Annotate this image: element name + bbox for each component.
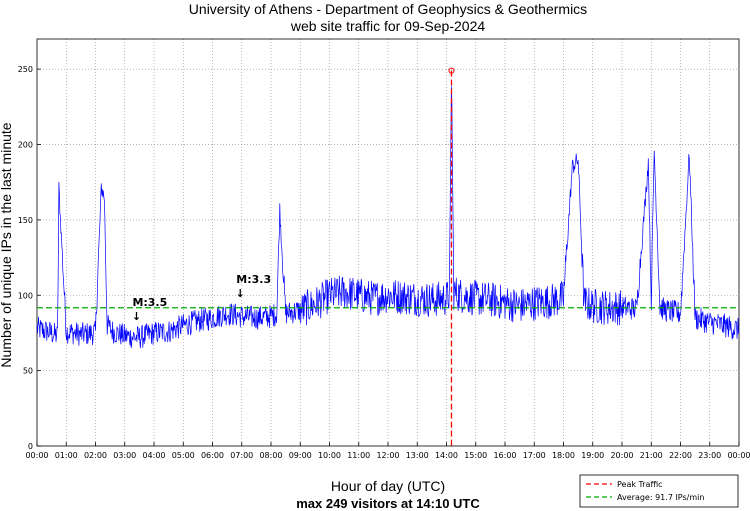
- x-tick-label: 10:00: [318, 451, 341, 460]
- x-tick-label: 00:00: [25, 451, 48, 460]
- x-tick-label: 19:00: [581, 451, 604, 460]
- y-tick-label: 250: [18, 65, 33, 74]
- y-axis-ticks: 0 50 100 150 200 250: [18, 65, 41, 451]
- x-tick-label: 15:00: [464, 451, 487, 460]
- y-tick-label: 150: [18, 216, 33, 225]
- x-tick-label: 04:00: [142, 451, 165, 460]
- series-layer: M:3.5↓M:3.3↓: [36, 67, 740, 446]
- x-tick-label: 08:00: [259, 451, 282, 460]
- x-tick-label: 03:00: [113, 451, 136, 460]
- x-tick-label: 11:00: [347, 451, 370, 460]
- x-tick-label: 13:00: [406, 451, 429, 460]
- x-tick-label: 20:00: [610, 451, 633, 460]
- y-tick-label: 200: [18, 141, 33, 150]
- x-tick-label: 12:00: [376, 451, 399, 460]
- earthquake-annotation-arrow: ↓: [236, 287, 245, 300]
- x-axis-ticks: 00:00 01:00 02:00 03:00 04:00 05:00 06:00 07:00…: [25, 442, 750, 460]
- x-tick-label: 01:00: [55, 451, 78, 460]
- legend-average-label: Average: 91.7 IPs/min: [617, 493, 704, 502]
- legend-box: [579, 474, 739, 508]
- x-tick-label: 16:00: [493, 451, 516, 460]
- legend-peak-label: Peak Traffic: [617, 480, 663, 489]
- x-tick-label: 09:00: [289, 451, 312, 460]
- chart-title-line2: web site traffic for 09-Sep-2024: [290, 18, 486, 34]
- x-tick-label: 17:00: [523, 451, 546, 460]
- earthquake-annotation-label: M:3.3: [236, 273, 271, 286]
- x-tick-label: 06:00: [201, 451, 224, 460]
- x-tick-label: 07:00: [230, 451, 253, 460]
- y-axis-label: Number of unique IPs in the last minute: [0, 122, 14, 367]
- x-tick-label: 02:00: [84, 451, 107, 460]
- y-tick-label: 0: [28, 442, 33, 451]
- chart-grid: [37, 39, 739, 446]
- x-axis-sublabel: max 249 visitors at 14:10 UTC: [296, 496, 480, 511]
- y-tick-label: 50: [23, 367, 33, 376]
- x-tick-label: 14:00: [435, 451, 458, 460]
- x-tick-label: 00:00: [727, 451, 750, 460]
- legend: Peak Traffic Average: 91.7 IPs/min: [579, 474, 739, 508]
- x-tick-label: 05:00: [172, 451, 195, 460]
- earthquake-annotation-label: M:3.5: [132, 296, 167, 309]
- peak-marker: [448, 67, 455, 74]
- x-axis-label: Hour of day (UTC): [331, 478, 445, 494]
- earthquake-annotation-arrow: ↓: [132, 310, 141, 323]
- y-tick-label: 100: [18, 291, 33, 300]
- x-tick-label: 22:00: [669, 451, 692, 460]
- x-tick-label: 21:00: [640, 451, 663, 460]
- x-tick-label: 18:00: [552, 451, 575, 460]
- traffic-line: [36, 86, 740, 349]
- chart-title-line1: University of Athens - Department of Geo…: [189, 1, 587, 17]
- x-tick-label: 23:00: [698, 451, 721, 460]
